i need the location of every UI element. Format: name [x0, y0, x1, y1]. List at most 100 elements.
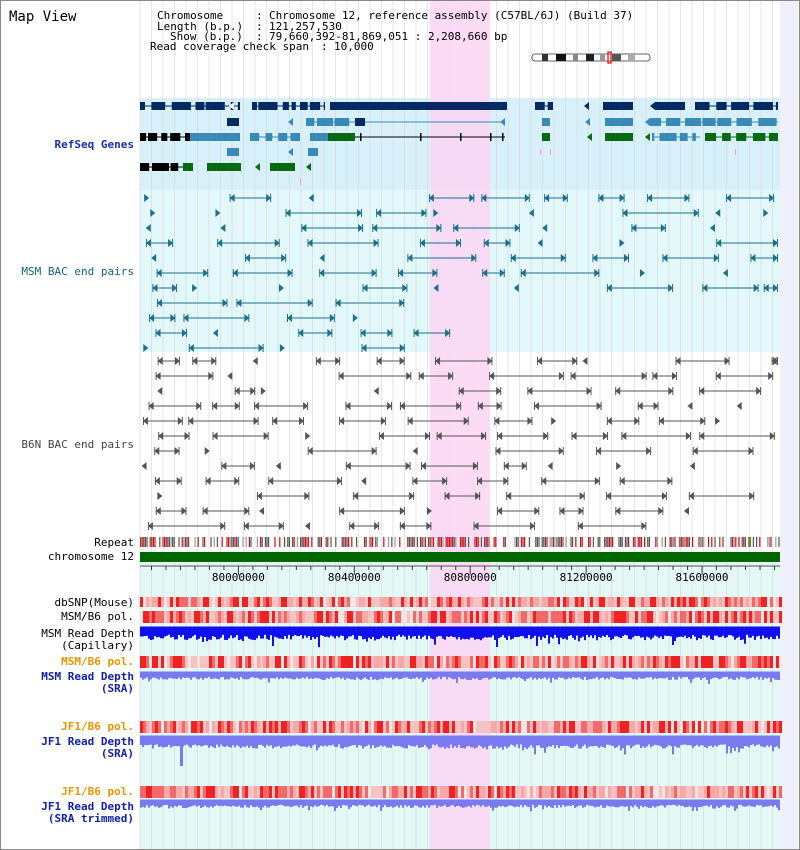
bac-end-right [596, 402, 602, 410]
bac-tick [253, 462, 255, 470]
msm-pol-sra-strip-cell [764, 656, 767, 668]
bac-end-right [304, 492, 310, 500]
bac-end-left [285, 209, 291, 217]
jf1-pol-trimmed-strip-cell [356, 786, 359, 798]
jf1-pol-strip-cell [641, 721, 644, 733]
jf1-sra-depth-bar [422, 736, 424, 747]
repeat-element [300, 537, 302, 547]
jf1-pol-strip-cell [194, 721, 197, 733]
msm-sra-depth-bar [728, 672, 730, 680]
jf1-sra-depth-bar [550, 736, 552, 747]
jf1-trimmed-depth-bar [634, 800, 636, 806]
chromosome-ideogram[interactable] [528, 51, 658, 65]
msm-capillary-depth-bar [738, 627, 740, 637]
msm-pol-strip-cell [710, 611, 713, 623]
bac-tick [753, 492, 755, 500]
bac-tick [345, 462, 347, 470]
msm-capillary-depth-bar [298, 627, 300, 637]
jf1-pol-strip-cell [527, 721, 530, 733]
msm-pol-sra-strip-cell [284, 656, 287, 668]
jf1-trimmed-depth-bar [694, 800, 696, 808]
dbsnp-strip-cell [581, 597, 584, 607]
bac-single-end [352, 314, 358, 322]
bac-end-left [716, 239, 722, 247]
dbsnp-strip-cell [728, 597, 731, 607]
jf1-pol-strip-cell [614, 721, 617, 733]
span-value: 10,000 [334, 40, 374, 53]
dbsnp-strip-cell [467, 597, 470, 607]
jf1-sra-depth-bar [560, 736, 562, 746]
msm-sra-depth-bar [178, 672, 180, 678]
jf1-trimmed-depth-bar [156, 800, 158, 807]
bac-single-end [373, 387, 379, 395]
msm-sra-depth-bar [334, 672, 336, 678]
bac-end-left [577, 522, 583, 530]
jf1-pol-trimmed-strip-cell [731, 786, 734, 798]
bac-end-right [373, 239, 379, 247]
bac-end-left [418, 372, 424, 380]
jf1-pol-trimmed-strip-cell [179, 786, 182, 798]
highlight-region[interactable] [429, 0, 491, 850]
repeat-element [213, 537, 215, 547]
jf1-trimmed-depth-bar [144, 800, 146, 808]
msm-pol-sra-strip-cell [575, 656, 578, 668]
msm-bac-pair [763, 284, 778, 292]
jf1-pol-strip-cell [164, 721, 167, 733]
msm-pol-strip-cell [317, 611, 320, 623]
jf1-pol-trimmed-strip-cell [665, 786, 668, 798]
repeat-element [644, 537, 646, 547]
jf1-b6-pol-trimmed-label: JF1/B6 pol. [61, 785, 134, 798]
msm-sra-depth-bar [664, 672, 666, 679]
gene-row2-e [605, 118, 633, 126]
gene-row5-c [207, 163, 241, 171]
repeat-element [330, 537, 332, 547]
jf1-pol-trimmed-strip-cell [608, 786, 611, 798]
jf1-pol-trimmed-strip-cell [242, 786, 245, 798]
jf1-trimmed-depth-bar [184, 800, 186, 808]
msm-capillary-depth-bar [540, 627, 542, 640]
jf1-trimmed-depth-bar [202, 800, 204, 808]
msm-capillary-depth-bar [538, 627, 540, 637]
repeat-element [552, 537, 554, 547]
jf1-pol-strip-cell [710, 721, 713, 733]
msm-sra-depth-bar [162, 672, 164, 680]
b6n-bac-pair [658, 417, 706, 425]
repeat-element [268, 537, 270, 547]
msm-sra-depth-bar [380, 672, 382, 679]
msm-pol-sra-strip-cell [557, 656, 560, 668]
dbsnp-strip-cell [524, 597, 527, 607]
jf1-pol-strip-cell [611, 721, 614, 733]
dbsnp-strip-cell [737, 597, 740, 607]
repeat-element [661, 537, 663, 547]
jf1-pol-trimmed-strip-cell [335, 786, 338, 798]
gene-exon [702, 118, 716, 126]
bac-end-left [688, 492, 694, 500]
msm-sra-depth-bar [602, 672, 604, 678]
msm-capillary-depth-bar [612, 627, 614, 640]
gene-row5-b [183, 163, 193, 171]
repeat-element [674, 537, 676, 547]
msm-pol-sra-strip-cell [221, 656, 224, 668]
jf1-sra-depth-bar [288, 736, 290, 746]
dbsnp-strip-cell [683, 597, 686, 607]
dbsnp-strip-cell [344, 597, 347, 607]
jf1-pol-trimmed-strip-cell [707, 786, 710, 798]
msm-sra-depth-bar [402, 672, 404, 679]
bac-tick [600, 402, 602, 410]
msm-pol-strip-cell [686, 611, 689, 623]
jf1-pol-strip-cell [698, 721, 701, 733]
jf1-pol-trimmed-strip-cell [203, 786, 206, 798]
bac-end-right [168, 239, 174, 247]
msm-sra-depth-bar [152, 672, 154, 678]
bac-tick [272, 417, 274, 425]
bac-tick [224, 522, 226, 530]
b6n-bac-pair [154, 477, 182, 485]
msm-capillary-depth-bar [462, 627, 464, 639]
msm-sra-depth-bar [258, 672, 260, 679]
msm-sra-depth-bar [734, 672, 736, 680]
msm-sra-depth-bar [594, 672, 596, 679]
b6n-bac-pair [506, 492, 585, 500]
b6n-bac-pair [503, 462, 527, 470]
msm-capillary-depth-bar [490, 627, 492, 638]
